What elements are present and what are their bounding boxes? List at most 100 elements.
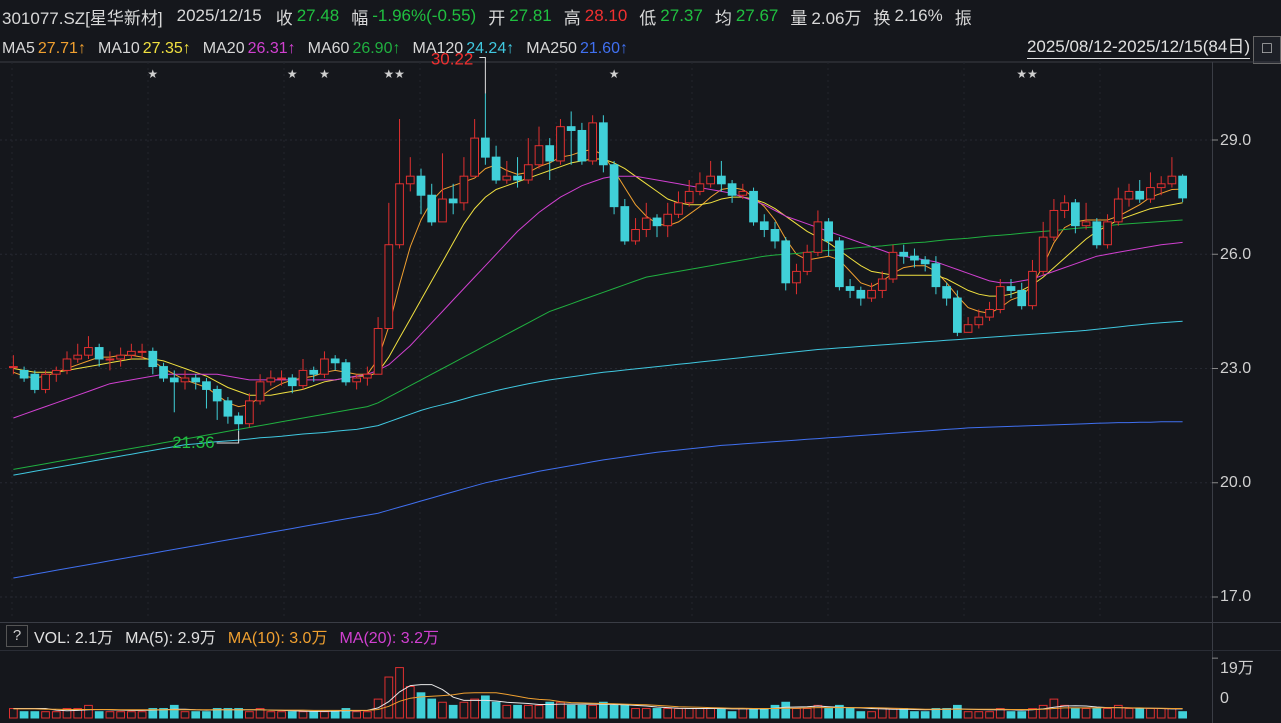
volume-bar (277, 711, 286, 719)
volume-bar (717, 708, 726, 719)
low-label: 低 (639, 8, 657, 28)
ma5-value: 27.71↑ (37, 40, 86, 57)
volume-bar (395, 667, 404, 719)
volume-bar (51, 711, 61, 719)
candle-body (427, 194, 437, 223)
vol-label: VOL: 2.1万 (34, 630, 114, 647)
volume-bar (920, 711, 930, 719)
candle-body (899, 251, 909, 257)
volume-bar (1060, 704, 1069, 719)
ma120-label: MA120 (412, 40, 464, 57)
candle-body (202, 381, 211, 390)
volume-tick: 19万 (1220, 660, 1254, 677)
volume-bar (577, 704, 587, 719)
ma10-label: MA10 (97, 40, 140, 57)
volume-bar (674, 708, 683, 719)
range-toggle-button[interactable]: □ (1253, 36, 1281, 64)
volume-bar (105, 711, 115, 719)
open-label: 开 (488, 8, 506, 28)
volume-bar (202, 711, 211, 719)
date-range-selector[interactable]: 2025/08/12-2025/12/15(84日) (1026, 36, 1250, 59)
stock-code[interactable]: 301077.SZ[星华新材] (2, 8, 163, 28)
candle-body (116, 354, 125, 360)
candle-body (620, 206, 630, 242)
volume-bar (320, 711, 329, 719)
candle-body (985, 308, 994, 318)
candle-body (169, 377, 179, 383)
volume-legend: ? VOL: 2.1万 MA(5): 2.9万 MA(10): 3.0万 MA(… (0, 622, 1212, 650)
low-marker-line (216, 430, 240, 444)
candle-body (1167, 175, 1177, 185)
candle-body (320, 358, 329, 375)
candle-body (137, 350, 147, 353)
volume-bar (759, 708, 769, 719)
candle-body (94, 347, 104, 360)
candle-body (373, 328, 383, 375)
candle-body (953, 297, 962, 333)
volume-bar (556, 701, 565, 719)
candle-body (877, 278, 887, 291)
candle-body (781, 240, 791, 284)
event-star-icon: ★ (394, 67, 405, 81)
candle-body (159, 366, 168, 379)
candle-body (148, 350, 158, 368)
candle-body (266, 377, 276, 383)
candle-body (491, 156, 501, 181)
vol-ma10-line (13, 692, 1183, 711)
candle-body (1156, 183, 1166, 189)
high-value: 28.10 (584, 6, 628, 25)
high-price-label: 30.22 (431, 50, 474, 69)
volume-bar (41, 711, 50, 719)
ma250-value: 21.60↑ (579, 40, 628, 57)
candle-body (277, 377, 286, 380)
turnover-value: 2.16% (894, 6, 943, 25)
price-tick: 29.0 (1220, 132, 1252, 149)
volume-bar (749, 708, 758, 719)
event-star-icon: ★ (1016, 67, 1027, 81)
volume-bar (491, 701, 501, 719)
open-value: 27.81 (509, 6, 552, 25)
candle-body (330, 358, 340, 364)
candle-body (309, 369, 319, 375)
help-button[interactable]: ? (6, 625, 28, 647)
candle-body (1092, 221, 1102, 246)
candle-body (1146, 187, 1155, 200)
candle-body (395, 183, 404, 246)
candle-body (105, 358, 115, 361)
volume-bar (910, 711, 919, 719)
volume-bar (255, 708, 265, 719)
volume-bar (534, 704, 544, 719)
candle-body (1038, 236, 1048, 272)
candle-body (30, 373, 40, 390)
volume-bar (94, 711, 104, 719)
candle-body (577, 129, 587, 162)
volume-bar (9, 708, 18, 719)
volume-bar (1103, 708, 1112, 719)
volume-bar (330, 711, 340, 719)
ma60-label: MA60 (307, 40, 350, 57)
volume-bar (448, 704, 458, 719)
volume-bar (888, 708, 898, 719)
candle-body (566, 126, 576, 131)
candle-body (84, 347, 93, 356)
volume-bar (159, 708, 168, 719)
candle-body (845, 286, 855, 291)
price-tick: 17.0 (1220, 588, 1252, 605)
volume-bar (427, 698, 437, 719)
candle-body (1049, 209, 1059, 238)
volume-bar (1124, 708, 1134, 719)
volume-bar (266, 711, 276, 719)
volume-bar (792, 708, 801, 719)
volume-bar (802, 708, 812, 719)
volume-bar (1028, 708, 1037, 719)
close-label: 收 (275, 8, 293, 28)
candle-body (481, 137, 490, 158)
volume-bar (1071, 708, 1080, 719)
volume-bar (845, 708, 855, 719)
volume-bar (566, 704, 576, 719)
candle-body (727, 183, 737, 196)
candle-body (459, 175, 469, 204)
candle-body (255, 381, 265, 402)
volume-bar (588, 704, 597, 719)
